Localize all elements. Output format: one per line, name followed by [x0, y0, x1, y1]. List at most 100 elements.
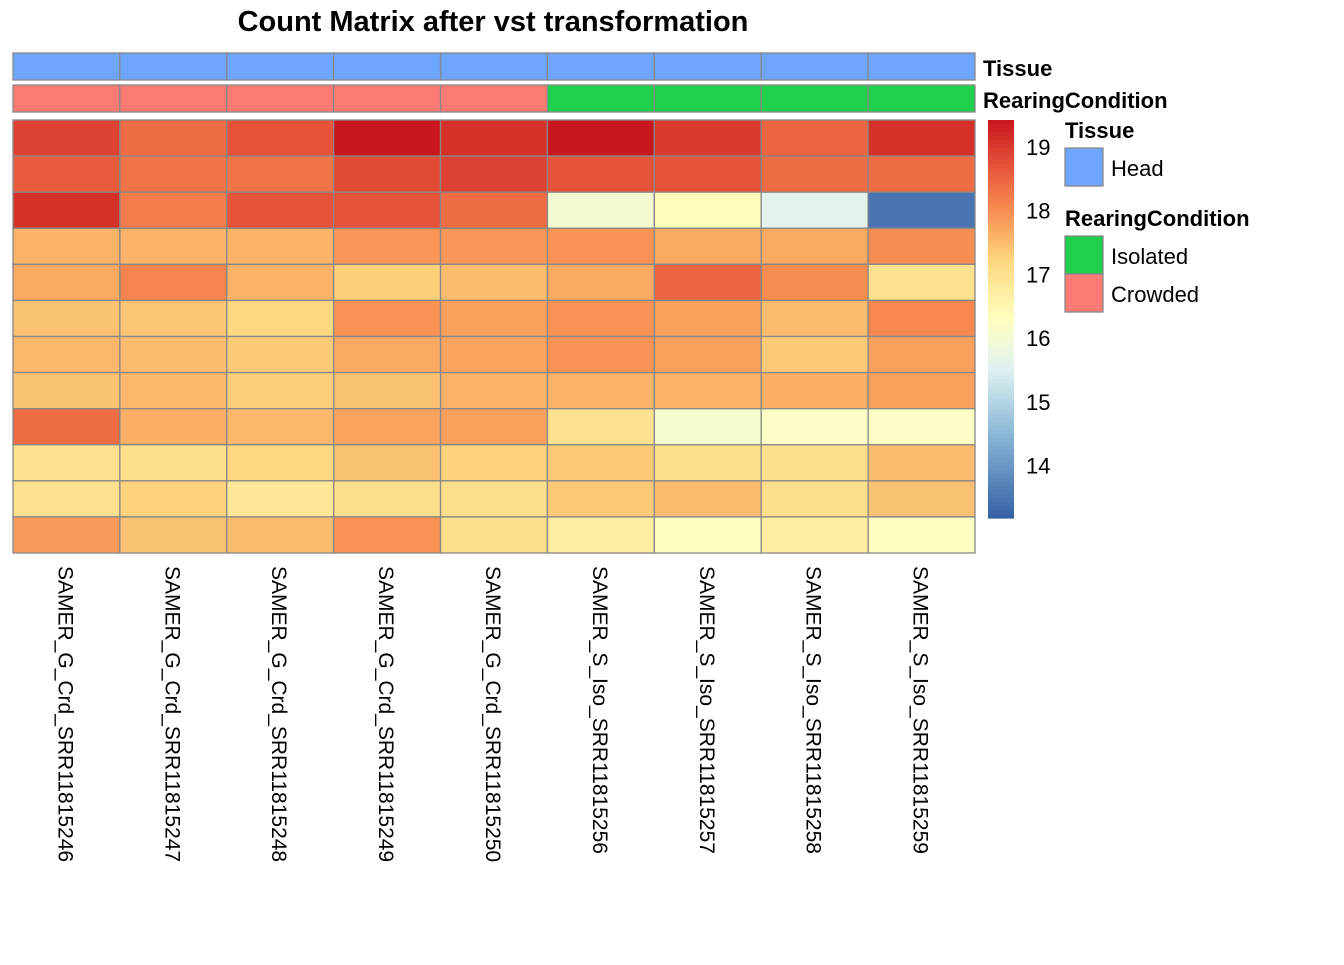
heatmap-cell: [439, 516, 549, 554]
heatmap-cell: [333, 299, 442, 338]
heatmap-cell: [226, 263, 335, 302]
heatmap-cell: [546, 480, 655, 518]
colorbar-segment: [988, 410, 1014, 416]
annotation-label-rearingcondition: RearingCondition: [983, 88, 1168, 113]
colorbar-segment: [988, 131, 1014, 137]
heatmap-cell: [226, 408, 335, 446]
colorbar-segment: [988, 418, 1014, 424]
colorbar-segment: [988, 283, 1014, 288]
colorbar-segment: [988, 263, 1014, 268]
heatmap-cell: [119, 408, 228, 446]
colorbar-segment: [988, 235, 1014, 240]
heatmap-cell: [226, 335, 335, 374]
heatmap-cell: [12, 516, 121, 554]
colorbar-segment: [988, 362, 1014, 368]
legend-label: Crowded: [1111, 282, 1199, 307]
legend-label: Head: [1111, 156, 1164, 181]
heatmap-cell: [439, 299, 549, 338]
colorbar-segment: [988, 143, 1014, 149]
heatmap-cell: [867, 335, 976, 374]
colorbar-segment: [988, 346, 1014, 352]
column-label: SAMER_G_Crd_SRR11815249: [374, 566, 397, 862]
annotation-cell-rearingcondition: [226, 84, 335, 113]
heatmap-cell: [119, 263, 228, 302]
column-label: SAMER_G_Crd_SRR11815250: [481, 566, 504, 862]
heatmap-cell: [653, 480, 762, 518]
column-label: SAMER_S_Iso_SRR11815257: [695, 566, 718, 854]
colorbar-segment: [988, 311, 1014, 316]
heatmap-cell: [12, 299, 121, 338]
colorbar-segment: [988, 502, 1014, 507]
heatmap-cell: [546, 155, 655, 193]
heatmap-cell: [653, 227, 762, 265]
legend-swatch: [1064, 235, 1104, 275]
colorbar-segment: [988, 167, 1014, 173]
heatmap-cell: [653, 408, 762, 446]
heatmap-cell: [333, 155, 442, 193]
colorbar-segment: [988, 478, 1014, 483]
heatmap-cell: [226, 516, 335, 554]
heatmap-cell: [119, 516, 228, 554]
legend-swatch: [1064, 147, 1104, 187]
heatmap-cell: [333, 516, 442, 554]
heatmap-cell: [439, 444, 549, 482]
annotation-cell-tissue: [867, 52, 976, 81]
heatmap-cell: [653, 371, 762, 410]
legend-title: Tissue: [1065, 118, 1134, 143]
colorbar-segment: [988, 187, 1014, 193]
colorbar-segment: [988, 255, 1014, 260]
heatmap-cell: [333, 371, 442, 410]
colorbar-segment: [988, 342, 1014, 348]
colorbar-segment: [988, 307, 1014, 312]
annotation-cell-tissue: [333, 52, 442, 81]
colorbar-segment: [988, 195, 1014, 201]
colorbar-segment: [988, 295, 1014, 300]
heatmap-cell: [760, 119, 869, 157]
heatmap-cell: [119, 480, 228, 518]
colorbar-segment: [988, 510, 1014, 515]
heatmap-cell: [226, 155, 335, 193]
heatmap-cell: [12, 335, 121, 374]
colorbar-segment: [988, 354, 1014, 360]
colorbar-segment: [988, 259, 1014, 264]
colorbar-segment: [988, 414, 1014, 420]
colorbar-segment: [988, 183, 1014, 189]
colorbar-segment: [988, 322, 1014, 328]
colorbar-segment: [988, 163, 1014, 169]
annotation-cell-rearingcondition: [333, 84, 442, 113]
annotation-cell-rearingcondition: [867, 84, 976, 113]
heatmap-cell: [760, 335, 869, 374]
colorbar-segment: [988, 319, 1014, 324]
heatmap-cell: [333, 444, 442, 482]
annotation-cell-rearingcondition: [653, 84, 762, 113]
colorbar-segment: [988, 486, 1014, 491]
heatmap-cell: [12, 408, 121, 446]
heatmap-cell: [119, 119, 228, 157]
heatmap-cell: [12, 263, 121, 302]
heatmap-cell: [12, 191, 121, 229]
colorbar-segment: [988, 386, 1014, 392]
colorbar-segment: [988, 334, 1014, 340]
annotation-cell-rearingcondition: [546, 84, 655, 113]
heatmap-cell: [867, 480, 976, 518]
legend-label: Isolated: [1111, 244, 1188, 269]
heatmap-cell: [546, 516, 655, 554]
colorbar-segment: [988, 275, 1014, 280]
heatmap-cell: [546, 371, 655, 410]
heatmap-cell: [546, 444, 655, 482]
colorbar-segment: [988, 370, 1014, 376]
colorbar-segment: [988, 211, 1014, 217]
colorbar-segment: [988, 299, 1014, 304]
heatmap-cell: [546, 335, 655, 374]
colorbar-segment: [988, 247, 1014, 252]
colorbar-segment: [988, 458, 1014, 463]
colorbar-segment: [988, 330, 1014, 336]
heatmap-cell: [12, 444, 121, 482]
colorbar-segment: [988, 123, 1014, 129]
heatmap-cell: [439, 408, 549, 446]
heatmap-cell: [226, 480, 335, 518]
heatmap-cell: [760, 227, 869, 265]
colorbar-segment: [988, 426, 1014, 432]
annotation-cell-tissue: [119, 52, 228, 81]
